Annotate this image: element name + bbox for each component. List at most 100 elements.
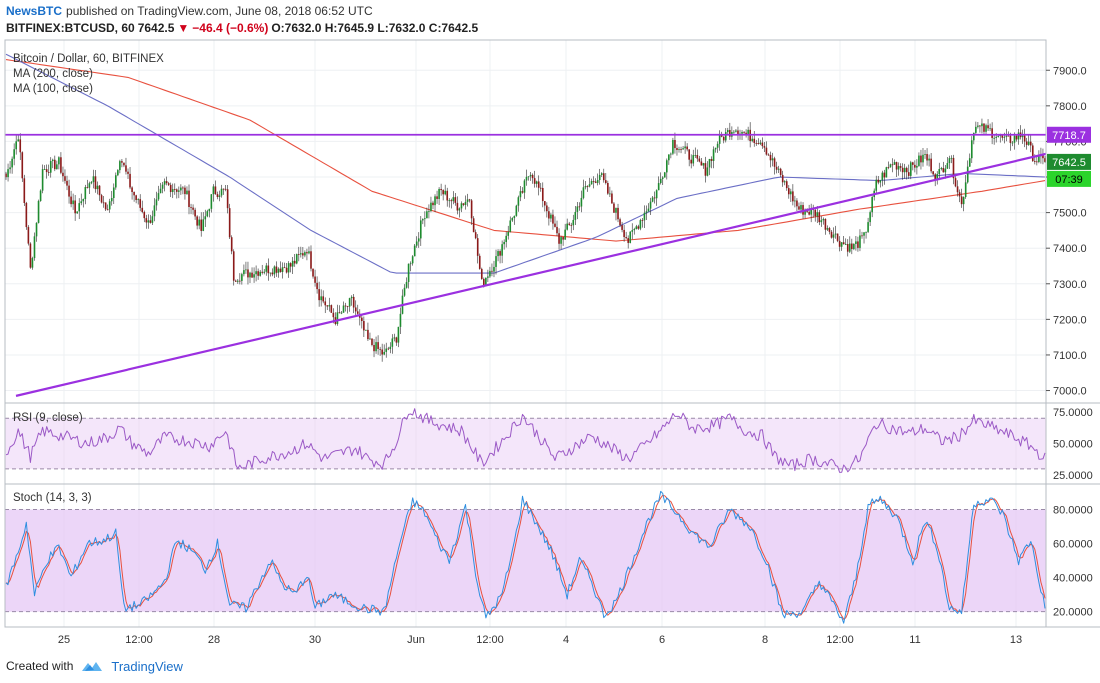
- candle-body: [243, 270, 245, 275]
- candle-body: [513, 215, 516, 219]
- footer: Created with TradingView: [6, 656, 183, 676]
- candle-body: [830, 231, 833, 238]
- candle-body: [135, 195, 137, 200]
- candle-body: [220, 188, 223, 196]
- candle-body: [344, 305, 347, 307]
- candle-body: [1013, 135, 1016, 143]
- candle-body: [647, 208, 650, 212]
- candle-body: [11, 158, 13, 168]
- candle-body: [58, 157, 60, 165]
- candle-body: [54, 159, 56, 170]
- candle-body: [1017, 132, 1020, 140]
- time-tick-label: 12:00: [476, 634, 504, 646]
- candle-body: [1009, 135, 1012, 143]
- stoch-legend[interactable]: Stoch (14, 3, 3): [13, 492, 92, 504]
- candle-body: [694, 155, 697, 156]
- candle-body: [153, 205, 156, 217]
- candle-body: [338, 312, 341, 314]
- candle-body: [434, 196, 436, 206]
- candle-body: [588, 184, 591, 187]
- candle-body: [576, 206, 579, 212]
- candle-body: [409, 263, 412, 265]
- candle-body: [753, 138, 756, 143]
- candle-body: [165, 181, 168, 184]
- candle-body: [523, 180, 526, 193]
- candle-body: [127, 171, 129, 174]
- candle-body: [696, 155, 699, 159]
- candle-body: [491, 270, 493, 272]
- candle-body: [432, 202, 434, 206]
- candle-body: [572, 219, 575, 226]
- candle-body: [629, 231, 632, 243]
- candle-body: [822, 218, 825, 221]
- candle-body: [184, 187, 186, 195]
- candle-body: [743, 131, 745, 133]
- candle-body: [397, 326, 400, 343]
- ma100-legend[interactable]: MA (100, close): [13, 83, 93, 95]
- candle-body: [369, 338, 371, 340]
- candle-body: [790, 191, 792, 195]
- candle-body: [726, 130, 729, 133]
- candle-body: [851, 243, 853, 250]
- candle-body: [564, 229, 566, 240]
- candle-body: [794, 200, 796, 202]
- candle-body: [639, 220, 642, 229]
- candle-body: [607, 182, 609, 194]
- candle-body: [417, 238, 420, 242]
- candle-body: [80, 201, 83, 204]
- candle-body: [27, 227, 30, 244]
- candle-body: [487, 276, 489, 278]
- candle-body: [245, 269, 247, 271]
- candle-body: [737, 130, 739, 135]
- candle-body: [655, 190, 658, 199]
- tradingview-brand[interactable]: TradingView: [111, 658, 183, 674]
- candle-body: [460, 203, 463, 209]
- candle-body: [354, 307, 357, 312]
- candle-body: [318, 289, 320, 301]
- candle-body: [123, 162, 125, 166]
- candle-body: [78, 203, 81, 212]
- candle-body: [907, 172, 910, 176]
- candle-body: [458, 208, 461, 211]
- candle-body: [729, 130, 731, 137]
- candle-body: [218, 195, 221, 198]
- publisher-name[interactable]: NewsBTC: [6, 4, 63, 18]
- ma200-legend[interactable]: MA (200, close): [13, 68, 93, 80]
- candle-body: [875, 179, 878, 191]
- candle-body: [413, 245, 416, 257]
- candle-body: [714, 147, 717, 150]
- candle-body: [816, 212, 819, 217]
- candle-body: [625, 237, 627, 239]
- candle-body: [769, 154, 772, 161]
- candle-body: [895, 162, 898, 170]
- candle-body: [905, 167, 908, 173]
- candle-body: [566, 223, 568, 230]
- candlesticks: [5, 118, 1046, 362]
- candle-body: [946, 163, 949, 169]
- candle-body: [940, 168, 943, 169]
- candle-body: [590, 181, 593, 185]
- candle-body: [637, 226, 640, 229]
- candle-body: [141, 207, 144, 213]
- candle-body: [663, 172, 666, 178]
- candle-body: [210, 194, 213, 209]
- time-tick-label: 4: [563, 634, 569, 646]
- candle-body: [954, 178, 957, 187]
- candle-body: [672, 139, 674, 154]
- candle-body: [840, 242, 843, 247]
- candle-body: [619, 219, 621, 226]
- candle-body: [285, 267, 288, 273]
- candle-body: [271, 272, 274, 275]
- chart-canvas[interactable]: 7000.07100.07200.07300.07400.07500.07600…: [0, 0, 1100, 656]
- rsi-legend[interactable]: RSI (9, close): [13, 412, 83, 424]
- time-tick-label: 11: [909, 634, 920, 646]
- candle-body: [977, 125, 979, 127]
- candle-body: [842, 242, 845, 245]
- candle-body: [692, 155, 695, 164]
- candle-body: [330, 305, 333, 313]
- candle-body: [594, 181, 597, 183]
- candle-body: [968, 158, 971, 167]
- candle-body: [348, 298, 351, 307]
- candle-body: [468, 199, 471, 201]
- candle-body: [389, 346, 392, 349]
